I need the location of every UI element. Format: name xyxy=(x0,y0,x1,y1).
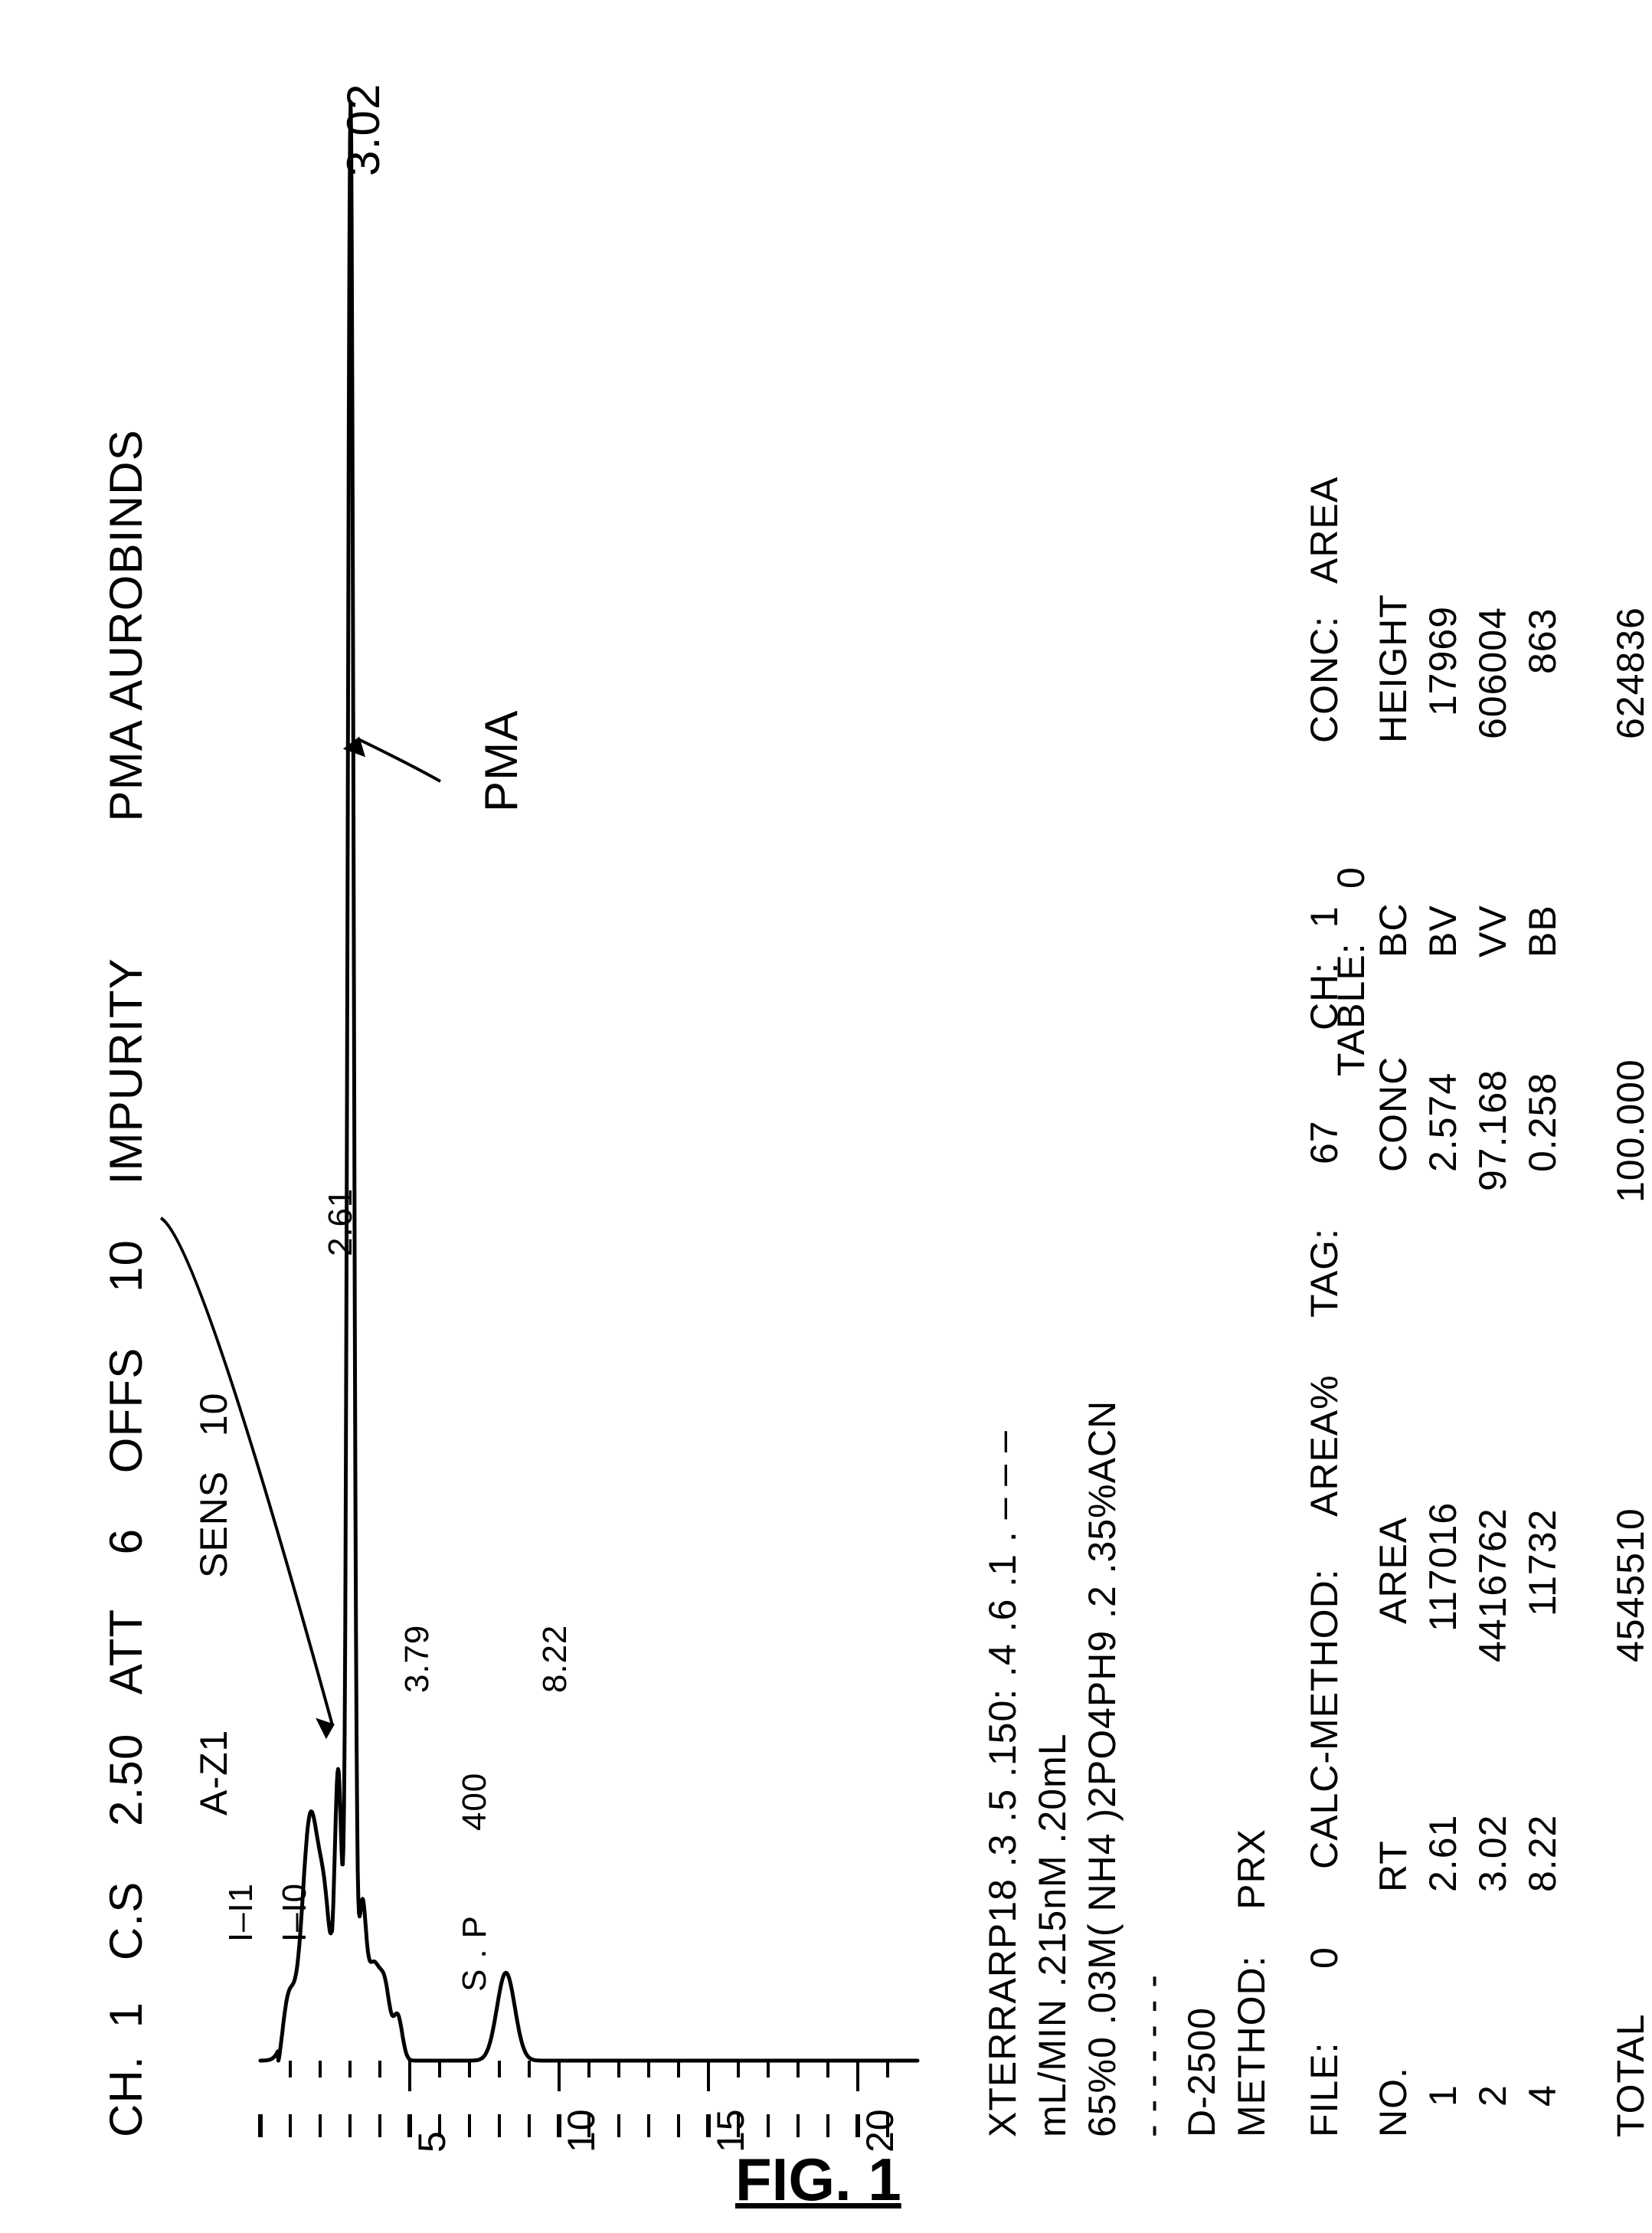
tag-v: 67 xyxy=(1302,1120,1346,1164)
ytick-10: 10 xyxy=(559,2108,604,2153)
ytick-5: 5 xyxy=(410,2130,454,2153)
method-l3: 65%0 .03M( NH4 )2PO4PH9 .2 .35%ACN xyxy=(1080,1400,1124,2137)
rt-impurity: 2.61 xyxy=(322,1188,360,1256)
rt-minor2: 8.22 xyxy=(536,1625,574,1693)
method-d2500: D-2500 xyxy=(1179,2007,1224,2137)
r2-h: 863 xyxy=(1520,608,1565,674)
th-conc: CONC xyxy=(1371,1056,1415,1172)
r1-h: 606004 xyxy=(1470,607,1515,739)
method-l1: XTERRARP18 .3 .5 .150: .4 .6 .1 . – – – xyxy=(980,1430,1025,2137)
th-height: HEIGHT xyxy=(1371,594,1415,743)
th-area: AREA xyxy=(1371,1517,1415,1624)
r2-bc: BB xyxy=(1520,905,1565,958)
total-h: 624836 xyxy=(1608,607,1652,739)
figure-page: CH. 1 C.S 2.50 ATT 6 OFFS 10 IMPURITY PM… xyxy=(0,0,1652,2233)
pma-callout: PMA xyxy=(475,709,528,812)
total-conc: 100.000 xyxy=(1608,1059,1652,1203)
calc-lbl: CALC-METHOD: xyxy=(1302,1568,1346,1869)
method-dash: - - - - - - - xyxy=(1130,1974,1174,2137)
th-bc: BC xyxy=(1371,903,1415,958)
r0-h: 17969 xyxy=(1421,606,1465,716)
th-rt: RT xyxy=(1371,1840,1415,1892)
conc-hdr: CONC: AREA xyxy=(1302,476,1346,743)
r2-conc: 0.258 xyxy=(1520,1072,1565,1172)
tag-lbl: TAG: xyxy=(1302,1228,1346,1318)
r0-area: 117016 xyxy=(1421,1502,1465,1632)
rt-minor1: 3.79 xyxy=(398,1625,437,1693)
r0-rt: 2.61 xyxy=(1421,1815,1465,1892)
r1-conc: 97.168 xyxy=(1470,1069,1515,1191)
r2-no: 4 xyxy=(1520,2084,1565,2107)
marker-s-p: S . P xyxy=(456,1915,494,1992)
r2-area: 11732 xyxy=(1520,1509,1565,1616)
rt-pma: 3.02 xyxy=(337,83,390,176)
r0-bc: BV xyxy=(1421,905,1465,958)
r1-rt: 3.02 xyxy=(1470,1815,1515,1892)
r1-area: 4416762 xyxy=(1470,1508,1515,1662)
marker-i-i0: I–I0 xyxy=(276,1883,314,1942)
table-v: 0 xyxy=(1329,866,1373,889)
r0-conc: 2.574 xyxy=(1421,1072,1465,1172)
method-l2: mL/MIN .215nM .20mL xyxy=(1030,1733,1075,2137)
r0-no: 1 xyxy=(1421,2084,1465,2107)
r1-bc: VV xyxy=(1470,905,1515,958)
total-lbl: TOTAL xyxy=(1608,2013,1652,2137)
r1-no: 2 xyxy=(1470,2084,1515,2107)
r2-rt: 8.22 xyxy=(1520,1815,1565,1892)
marker-400: 400 xyxy=(456,1773,494,1831)
area-pct: AREA% xyxy=(1302,1374,1346,1517)
file-lbl: FILE: xyxy=(1302,2042,1346,2137)
total-area: 4545510 xyxy=(1608,1508,1652,1662)
th-no: NO. xyxy=(1371,2067,1415,2137)
method-prx: METHOD: PRX xyxy=(1229,1829,1274,2137)
file-v: 0 xyxy=(1302,1947,1346,1969)
table-lbl: TABLE: xyxy=(1329,942,1373,1076)
marker-i-i1: I–I1 xyxy=(222,1883,260,1942)
figure-label: FIG. 1 xyxy=(735,2145,901,2215)
